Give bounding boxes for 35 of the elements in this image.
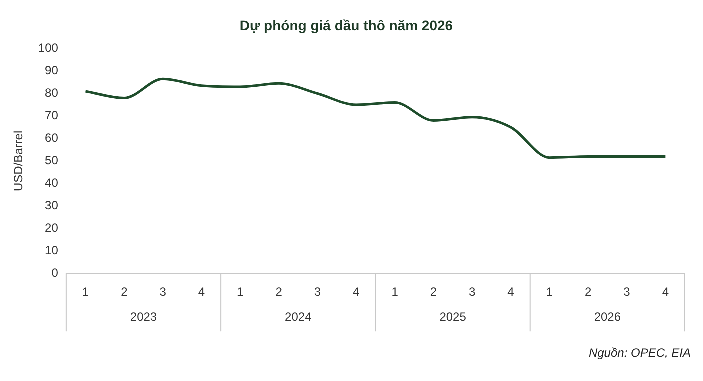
text: 2025 [440,310,467,324]
text: 2026 [594,310,622,324]
line-series [84,78,667,160]
y-tick-label: 100 [38,41,59,56]
y-tick-label: 90 [45,64,59,78]
x-tick-label: 1 [392,285,399,300]
x-tick-label: 3 [469,285,476,300]
x-tick-label: 4 [662,285,670,300]
x-tick-label: 1 [546,285,554,300]
text: 2023 [130,310,158,324]
y-tick-label: 60 [45,131,59,146]
x-tick-label: 2 [121,285,128,300]
y-tick-label: 50 [45,154,59,168]
y-tick-label: 20 [45,220,59,235]
y-tick-label: 70 [45,108,59,123]
y-tick-label: 80 [45,86,59,100]
x-tick-label: 3 [160,285,167,300]
x-tick-label: 1 [82,285,90,300]
y-axis-title: USD/Barrel [12,130,26,192]
x-tick-label: 4 [198,285,206,300]
x-tick-label: 2 [430,285,438,300]
y-tick-label: 0 [52,266,59,280]
y-tick-label: 40 [45,176,59,190]
x-tick-label: 3 [624,285,631,300]
x-tick-label: 1 [237,285,244,300]
y-tick-label: 10 [45,243,59,258]
text: Nguồn: OPEC, EIA [588,346,692,360]
y-tick-label: 30 [45,198,59,212]
x-tick-label: 4 [508,285,515,300]
text: 2024 [285,310,312,324]
x-tick-label: 3 [314,285,322,300]
x-tick-label: 2 [276,285,283,300]
chart-title: Dự phóng giá dầu thô năm 2026 [240,17,454,34]
x-tick-label: 2 [585,285,592,300]
x-tick-label: 4 [353,285,360,300]
